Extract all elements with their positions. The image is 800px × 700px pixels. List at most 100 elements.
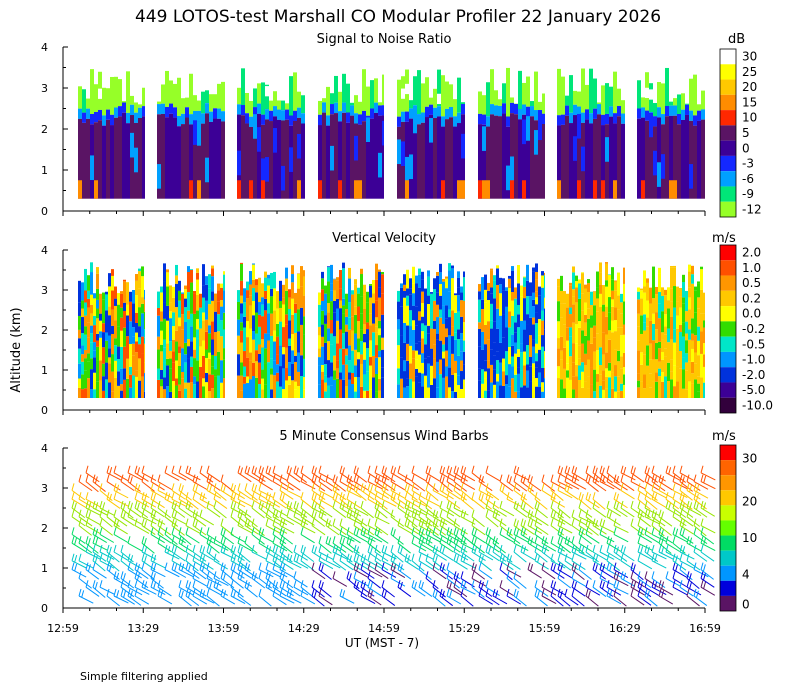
wind-barb-feather xyxy=(630,562,634,570)
velocity-cell xyxy=(557,286,560,302)
wind-barb-feather xyxy=(195,475,199,484)
velocity-cell xyxy=(439,359,442,375)
wind-barb-feather xyxy=(313,511,317,519)
velocity-cell xyxy=(605,316,608,335)
velocity-cell xyxy=(670,301,673,317)
wind-barb-feather xyxy=(267,573,271,581)
wind-barb-feather xyxy=(529,485,533,493)
snr-cell xyxy=(94,122,98,199)
velocity-cell xyxy=(303,334,305,359)
snr-cell xyxy=(589,68,593,114)
wind-barb-feather xyxy=(134,465,138,473)
velocity-cell xyxy=(640,364,643,382)
wind-barb-feather xyxy=(353,483,357,491)
wind-barb-feather xyxy=(150,500,154,509)
colorbar-swatch xyxy=(720,475,736,491)
velocity-cell xyxy=(578,327,581,346)
velocity-cell xyxy=(339,372,342,380)
snr-cell xyxy=(138,75,142,86)
wind-barb-feather xyxy=(265,580,269,588)
wind-barb-feather xyxy=(682,546,686,554)
wind-barb-feather xyxy=(418,553,422,561)
velocity-cell xyxy=(433,289,436,301)
wind-barb-feather xyxy=(178,562,182,570)
wind-barb-feather xyxy=(281,529,285,537)
snr-cell xyxy=(405,83,409,95)
wind-barb-feather xyxy=(244,562,248,570)
velocity-cell xyxy=(178,317,181,327)
wind-barb-feather xyxy=(520,544,524,553)
velocity-cell xyxy=(102,376,105,391)
y-axis-label: Altitude (km) xyxy=(9,307,24,392)
wind-barb-feather xyxy=(530,564,534,572)
wind-barb-feather xyxy=(658,544,662,553)
velocity-cell xyxy=(348,379,351,398)
wind-barb-feather xyxy=(99,509,103,517)
velocity-cell xyxy=(90,294,93,305)
wind-barb-feather xyxy=(346,553,350,561)
wind-barb xyxy=(332,560,347,571)
wind-barb xyxy=(527,490,541,501)
wind-barb-feather xyxy=(606,500,610,509)
snr-cell xyxy=(613,71,617,114)
snr-cell xyxy=(445,81,449,109)
velocity-cell xyxy=(163,347,166,363)
velocity-cell xyxy=(427,303,430,326)
velocity-cell xyxy=(246,383,249,398)
velocity-cell xyxy=(178,290,181,301)
velocity-cell xyxy=(655,294,658,313)
wind-barb xyxy=(279,516,295,526)
velocity-cell xyxy=(108,335,111,349)
snr-cell xyxy=(297,91,301,108)
velocity-cell xyxy=(141,376,144,398)
velocity-cell xyxy=(397,345,400,369)
velocity-cell xyxy=(541,271,544,276)
snr-cell xyxy=(366,125,370,199)
colorbar-label: 0 xyxy=(742,141,750,155)
velocity-cell xyxy=(436,361,439,373)
wind-barb xyxy=(171,542,186,553)
velocity-cell xyxy=(184,354,187,363)
velocity-cell xyxy=(581,371,584,388)
snr-cell xyxy=(193,120,197,145)
wind-barb-feather xyxy=(651,492,655,500)
velocity-cell xyxy=(163,281,166,303)
velocity-cell xyxy=(237,301,240,320)
velocity-cell xyxy=(640,288,643,291)
velocity-cell xyxy=(505,351,508,376)
velocity-cell xyxy=(637,287,640,292)
wind-barb-feather xyxy=(384,546,388,554)
wind-barb xyxy=(432,525,447,536)
velocity-cell xyxy=(84,302,87,316)
velocity-cell xyxy=(532,306,535,318)
velocity-cell xyxy=(664,334,667,349)
wind-barb-feather xyxy=(665,544,669,553)
velocity-cell xyxy=(433,358,436,379)
wind-barb-feather xyxy=(346,500,350,509)
wind-barb-feather xyxy=(616,572,620,580)
snr-cell xyxy=(330,93,334,105)
velocity-cell xyxy=(354,349,357,366)
velocity-cell xyxy=(584,381,587,389)
velocity-cell xyxy=(84,358,87,371)
velocity-cell xyxy=(175,385,178,398)
velocity-cell xyxy=(563,291,566,304)
velocity-cell xyxy=(172,297,175,313)
velocity-cell xyxy=(267,340,270,363)
wind-barb xyxy=(346,498,361,509)
wind-barb-feather xyxy=(425,553,429,561)
wind-barb-feather xyxy=(120,571,124,579)
wind-barb-feather xyxy=(411,509,415,517)
wind-barb-feather xyxy=(367,536,371,544)
wind-barb-feather xyxy=(421,537,425,545)
snr-cell xyxy=(669,180,673,199)
velocity-cell xyxy=(279,280,282,301)
velocity-cell xyxy=(369,285,372,298)
wind-barb-feather xyxy=(213,580,217,588)
wind-barb xyxy=(592,551,608,561)
wind-barb-feather xyxy=(281,546,285,555)
velocity-cell xyxy=(348,345,351,361)
wind-barb xyxy=(71,542,86,553)
wind-barb-feather xyxy=(693,474,697,482)
wind-barb-feather xyxy=(295,467,299,475)
